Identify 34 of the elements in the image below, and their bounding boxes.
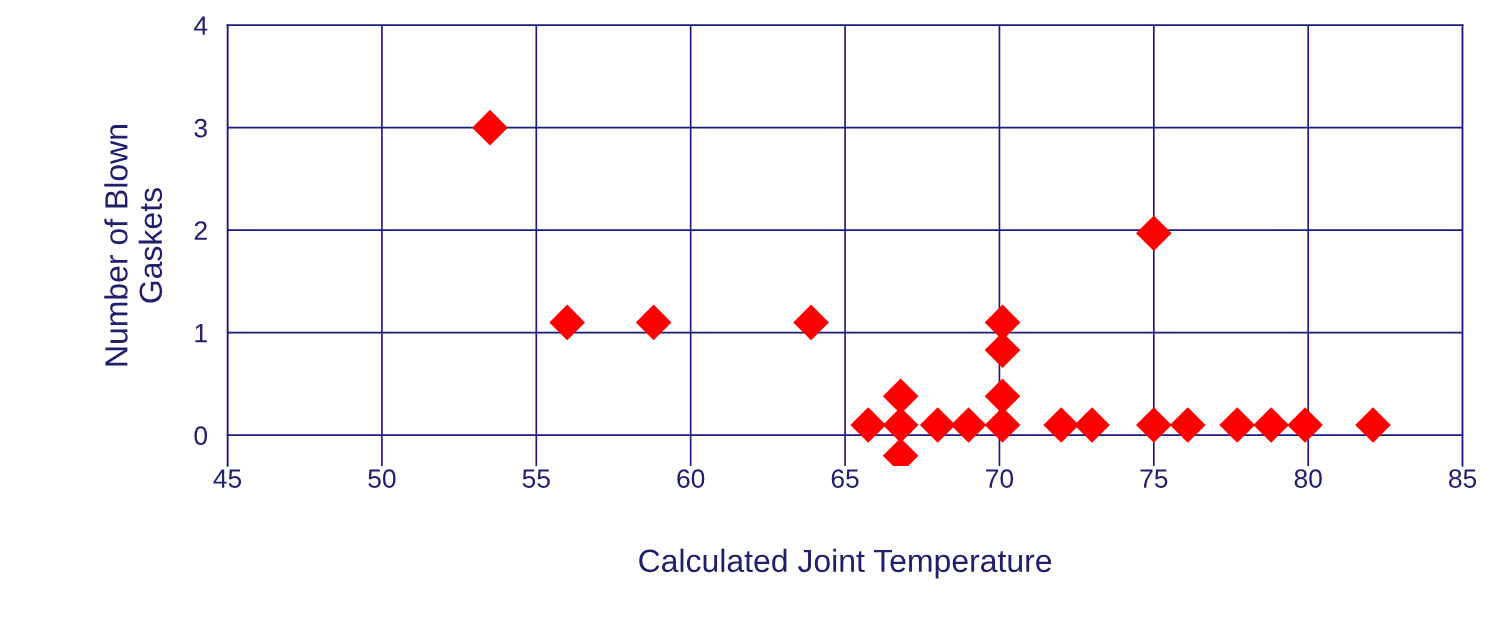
x-tick-label: 70 (986, 469, 1014, 488)
point (1135, 215, 1172, 252)
point (1043, 407, 1080, 443)
point (1287, 407, 1323, 443)
x-tick-label: 85 (1449, 469, 1477, 488)
x-tick-label: 55 (522, 469, 550, 488)
x-tick-label: 65 (831, 469, 859, 488)
x-tick-label: 80 (1294, 469, 1322, 488)
y-tick-label: 0 (194, 426, 208, 446)
x-axis-title: Calculated Joint Temperature (639, 548, 1052, 579)
point (882, 407, 919, 443)
point (549, 304, 586, 341)
y-tick-label: 4 (194, 16, 208, 35)
y-tick-label: 1 (195, 324, 207, 343)
point (1074, 407, 1110, 443)
point (1135, 407, 1172, 443)
point (472, 109, 508, 146)
point (919, 407, 956, 443)
point (1355, 407, 1391, 443)
point (1253, 407, 1289, 443)
point (635, 304, 672, 341)
x-tick-label: 45 (213, 469, 242, 488)
point (1169, 407, 1206, 443)
point (1219, 407, 1256, 443)
point (984, 407, 1021, 443)
point (850, 407, 887, 443)
x-tick-label: 50 (368, 469, 396, 488)
y-tick-label: 3 (194, 118, 207, 138)
x-tick-label: 60 (677, 469, 705, 488)
point (793, 304, 829, 341)
x-tick-label: 75 (1140, 469, 1168, 488)
point (950, 407, 987, 443)
y-tick-label: 2 (194, 221, 207, 240)
y-axis-title: Number of Blown Gaskets (104, 125, 163, 366)
